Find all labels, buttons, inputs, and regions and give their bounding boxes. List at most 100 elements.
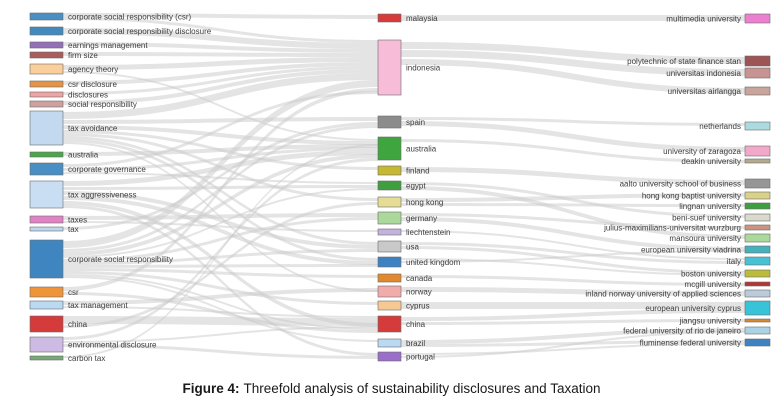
sankey-flow [401, 59, 745, 94]
sankey-node-inland-norway-university-of-applied-sciences[interactable] [744, 289, 771, 298]
sankey-node-corporate-social-responsibility-csr[interactable] [29, 12, 64, 21]
sankey-node-jiangsu-university[interactable] [744, 318, 771, 323]
sankey-node-aalto-university-school-of-business[interactable] [744, 178, 771, 189]
sankey-flow [401, 217, 745, 251]
sankey-flow [63, 154, 378, 256]
sankey-node-fluminense-federal-university[interactable] [744, 338, 771, 347]
sankey-node-brazil[interactable] [377, 338, 402, 348]
sankey-node-australia[interactable] [377, 136, 402, 161]
sankey-node-indonesia[interactable] [377, 39, 402, 96]
sankey-node-social-responsibility[interactable] [29, 100, 64, 108]
sankey-node-usa[interactable] [377, 240, 402, 253]
sankey-flow [63, 221, 378, 232]
sankey-node-canada[interactable] [377, 273, 402, 283]
sankey-flow [63, 52, 378, 57]
sankey-node-mansoura-university[interactable] [744, 233, 771, 243]
sankey-flow [401, 319, 745, 325]
sankey-flow [63, 117, 378, 124]
sankey-node-egypt[interactable] [377, 180, 402, 191]
node-label-australia: australia [406, 145, 437, 154]
sankey-flow [63, 88, 378, 291]
sankey-node-norway[interactable] [377, 285, 402, 298]
sankey-node-universitas-airlangga[interactable] [744, 86, 771, 96]
sankey-node-cyprus[interactable] [377, 300, 402, 311]
node-label-china: china [406, 320, 426, 329]
sankey-node-spain[interactable] [377, 115, 402, 129]
sankey-node-germany[interactable] [377, 211, 402, 225]
sankey-node-mcgill-university[interactable] [744, 281, 771, 287]
sankey-flow [401, 343, 745, 355]
sankey-flow [63, 271, 378, 305]
sankey-node-polytechnic-of-state-finance-stan[interactable] [744, 55, 771, 67]
node-label-carbon-tax: carbon tax [68, 354, 105, 363]
sankey-node-agency-theory[interactable] [29, 63, 64, 75]
sankey-node-csr-disclosure[interactable] [29, 80, 64, 88]
sankey-flow [63, 268, 378, 278]
sankey-node-italy[interactable] [744, 256, 771, 266]
sankey-node-liechtenstein[interactable] [377, 228, 402, 236]
sankey-node-csr[interactable] [29, 286, 64, 298]
sankey-node-firm-size[interactable] [29, 51, 64, 59]
sankey-node-tax[interactable] [29, 226, 64, 232]
node-label-netherlands: netherlands [699, 122, 741, 131]
sankey-flow [63, 66, 378, 95]
node-label-european-university-viadrina: european university viadrina [641, 246, 742, 255]
sankey-node-beni-suef-university[interactable] [744, 213, 771, 222]
sankey-flow [63, 196, 378, 265]
sankey-node-china[interactable] [377, 315, 402, 333]
sankey-flow [63, 276, 378, 342]
sankey-node-julius-maximilians-universitat-wurzburg[interactable] [744, 224, 771, 231]
sankey-node-universitas-indonesia[interactable] [744, 67, 771, 79]
sankey-node-european-university-viadrina[interactable] [744, 245, 771, 254]
sankey-node-federal-university-of-rio-de-janeiro[interactable] [744, 326, 771, 335]
sankey-node-corporate-social-responsibility-disclosure[interactable] [29, 26, 64, 36]
node-label-canada: canada [406, 274, 433, 283]
sankey-flow [401, 182, 745, 218]
node-label-mcgill-university: mcgill university [685, 280, 741, 289]
sankey-node-environmental-disclosure[interactable] [29, 336, 64, 353]
sankey-node-australia[interactable] [29, 151, 64, 158]
sankey-node-carbon-tax[interactable] [29, 355, 64, 361]
node-label-italy: italy [727, 257, 741, 266]
node-label-corporate-social-responsibility-csr: corporate social responsibility (csr) [68, 13, 191, 22]
sankey-node-tax-management[interactable] [29, 300, 64, 310]
sankey-node-deakin-university[interactable] [744, 158, 771, 164]
sankey-node-united-kingdom[interactable] [377, 256, 402, 268]
sankey-flow [401, 121, 745, 152]
sankey-node-malaysia[interactable] [377, 13, 402, 23]
sankey-node-hong-kong-baptist-university[interactable] [744, 191, 771, 200]
sankey-node-corporate-governance[interactable] [29, 162, 64, 176]
node-label-corporate-social-responsibility-disclosure: corporate social responsibility disclosu… [68, 27, 212, 36]
sankey-node-tax-aggressiveness[interactable] [29, 180, 64, 209]
sankey-flow [63, 217, 378, 262]
sankey-flow [401, 309, 745, 321]
node-label-agency-theory: agency theory [68, 65, 118, 74]
sankey-node-portugal[interactable] [377, 351, 402, 362]
sankey-node-disclosures[interactable] [29, 91, 64, 98]
sankey-flow [401, 258, 745, 276]
sankey-node-multimedia-university[interactable] [744, 13, 771, 24]
sankey-flow [63, 205, 378, 356]
figure-caption-text: Threefold analysis of sustainability dis… [243, 381, 601, 396]
sankey-node-earnings-management[interactable] [29, 41, 64, 49]
sankey-node-corporate-social-responsibility[interactable] [29, 239, 64, 279]
node-label-finland: finland [406, 167, 430, 176]
node-label-spain: spain [406, 118, 425, 127]
sankey-node-tax-avoidance[interactable] [29, 110, 64, 146]
sankey-flow [401, 287, 745, 296]
sankey-node-china[interactable] [29, 315, 64, 333]
sankey-diagram: corporate social responsibility (csr) cor… [29, 12, 771, 363]
node-label-university-of-zaragoza: university of zaragoza [663, 147, 741, 156]
node-label-egypt: egypt [406, 182, 426, 191]
sankey-node-hong-kong[interactable] [377, 196, 402, 208]
node-label-germany: germany [406, 214, 437, 223]
sankey-node-lingnan-university[interactable] [744, 202, 771, 210]
sankey-node-netherlands[interactable] [744, 121, 771, 131]
sankey-node-finland[interactable] [377, 165, 402, 176]
sankey-node-taxes[interactable] [29, 215, 64, 224]
sankey-node-boston-university[interactable] [744, 269, 771, 278]
sankey-flow [401, 275, 745, 286]
sankey-node-european-university-cyprus[interactable] [744, 300, 771, 316]
sankey-node-university-of-zaragoza[interactable] [744, 145, 771, 157]
